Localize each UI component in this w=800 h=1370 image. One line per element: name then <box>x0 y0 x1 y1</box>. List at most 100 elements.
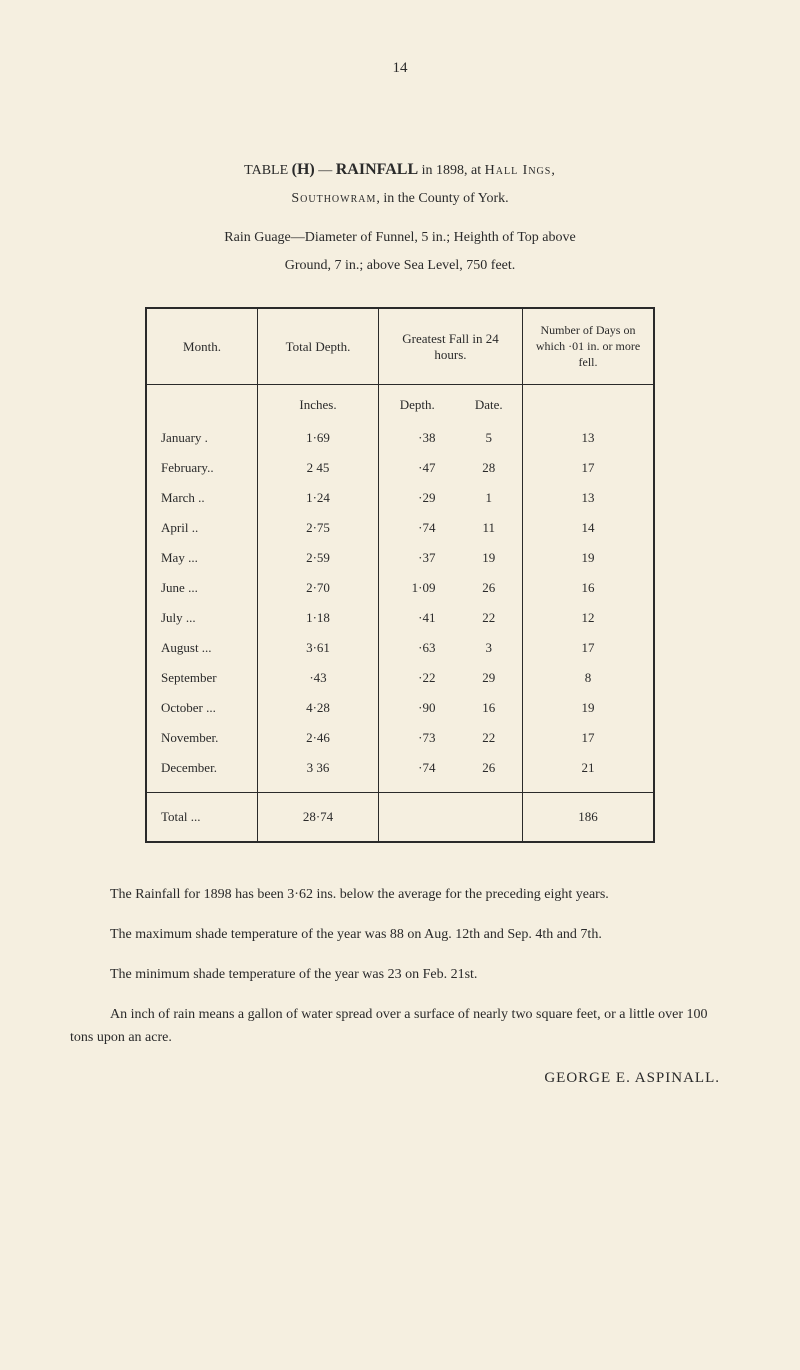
cell-depth: ·73 <box>379 723 456 753</box>
heading-line2-smallcaps: Southowram <box>291 191 376 206</box>
table-row: November. 2·46 ·73 22 17 <box>146 723 654 753</box>
heading-prefix: TABLE <box>244 163 291 178</box>
cell-inches: 4·28 <box>258 693 379 723</box>
cell-month: December. <box>146 753 258 793</box>
paragraph-2: The maximum shade temperature of the yea… <box>70 923 730 947</box>
cell-inches: 2·75 <box>258 513 379 543</box>
header-greatest-fall: Greatest Fall in 24 hours. <box>379 308 523 384</box>
cell-depth: ·63 <box>379 633 456 663</box>
cell-month: May ... <box>146 543 258 573</box>
table-row: August ... 3·61 ·63 3 17 <box>146 633 654 663</box>
paragraph-3: The minimum shade temperature of the yea… <box>70 963 730 987</box>
cell-date: 16 <box>456 693 523 723</box>
cell-date: 28 <box>456 453 523 483</box>
paragraph-1: The Rainfall for 1898 has been 3·62 ins.… <box>70 883 730 907</box>
header-number-days: Number of Days on which ·01 in. or more … <box>523 308 655 384</box>
cell-days: 16 <box>523 573 655 603</box>
cell-depth: ·47 <box>379 453 456 483</box>
table-heading-line1: TABLE (H) — RAINFALL in 1898, at Hall In… <box>70 157 730 183</box>
cell-date: 1 <box>456 483 523 513</box>
cell-days: 17 <box>523 453 655 483</box>
table-heading-line2: Southowram, in the County of York. <box>70 191 730 207</box>
cell-depth: ·38 <box>379 423 456 453</box>
table-subheader-row: Inches. Depth. Date. <box>146 385 654 424</box>
cell-date: 22 <box>456 603 523 633</box>
cell-days: 14 <box>523 513 655 543</box>
cell-inches: 2·59 <box>258 543 379 573</box>
cell-date: 26 <box>456 573 523 603</box>
total-empty2 <box>456 793 523 843</box>
cell-inches: 2·70 <box>258 573 379 603</box>
total-inches: 28·74 <box>258 793 379 843</box>
cell-date: 11 <box>456 513 523 543</box>
heading-bold-h: (H) <box>292 161 315 178</box>
table-row: January . 1·69 ·38 5 13 <box>146 423 654 453</box>
cell-days: 19 <box>523 543 655 573</box>
table-row: October ... 4·28 ·90 16 19 <box>146 693 654 723</box>
signature: GEORGE E. ASPINALL. <box>70 1070 730 1087</box>
cell-inches: 2·46 <box>258 723 379 753</box>
cell-days: 17 <box>523 633 655 663</box>
table-row: May ... 2·59 ·37 19 19 <box>146 543 654 573</box>
table-row: March .. 1·24 ·29 1 13 <box>146 483 654 513</box>
cell-depth: ·74 <box>379 513 456 543</box>
subheader-depth: Depth. <box>379 385 456 424</box>
cell-depth: 1·09 <box>379 573 456 603</box>
subheader-date: Date. <box>456 385 523 424</box>
cell-date: 19 <box>456 543 523 573</box>
cell-depth: ·74 <box>379 753 456 793</box>
table-row: December. 3 36 ·74 26 21 <box>146 753 654 793</box>
cell-inches: ·43 <box>258 663 379 693</box>
cell-month: February.. <box>146 453 258 483</box>
table-row: September ·43 ·22 29 8 <box>146 663 654 693</box>
cell-days: 19 <box>523 693 655 723</box>
cell-days: 12 <box>523 603 655 633</box>
table-header-row: Month. Total Depth. Greatest Fall in 24 … <box>146 308 654 384</box>
cell-inches: 1·69 <box>258 423 379 453</box>
rainfall-table: Month. Total Depth. Greatest Fall in 24 … <box>145 307 655 843</box>
cell-depth: ·37 <box>379 543 456 573</box>
cell-days: 13 <box>523 423 655 453</box>
cell-month: April .. <box>146 513 258 543</box>
cell-inches: 3 36 <box>258 753 379 793</box>
rainfall-table-container: Month. Total Depth. Greatest Fall in 24 … <box>70 307 730 843</box>
table-row: July ... 1·18 ·41 22 12 <box>146 603 654 633</box>
document-page: 14 TABLE (H) — RAINFALL in 1898, at Hall… <box>0 0 800 1127</box>
cell-month: August ... <box>146 633 258 663</box>
cell-date: 26 <box>456 753 523 793</box>
cell-inches: 1·24 <box>258 483 379 513</box>
total-label: Total ... <box>146 793 258 843</box>
cell-date: 22 <box>456 723 523 753</box>
cell-depth: ·22 <box>379 663 456 693</box>
cell-inches: 1·18 <box>258 603 379 633</box>
heading-bold-rainfall: RAINFALL <box>336 161 418 178</box>
subheader-empty <box>146 385 258 424</box>
cell-days: 21 <box>523 753 655 793</box>
cell-month: June ... <box>146 573 258 603</box>
header-total-depth: Total Depth. <box>258 308 379 384</box>
total-days: 186 <box>523 793 655 843</box>
cell-date: 5 <box>456 423 523 453</box>
cell-month: January . <box>146 423 258 453</box>
total-empty1 <box>379 793 456 843</box>
table-row: April .. 2·75 ·74 11 14 <box>146 513 654 543</box>
cell-days: 13 <box>523 483 655 513</box>
cell-inches: 3·61 <box>258 633 379 663</box>
cell-month: July ... <box>146 603 258 633</box>
cell-depth: ·41 <box>379 603 456 633</box>
table-total-row: Total ... 28·74 186 <box>146 793 654 843</box>
cell-days: 8 <box>523 663 655 693</box>
cell-month: October ... <box>146 693 258 723</box>
cell-days: 17 <box>523 723 655 753</box>
table-row: June ... 2·70 1·09 26 16 <box>146 573 654 603</box>
guage-line1: Rain Guage—Diameter of Funnel, 5 in.; He… <box>70 227 730 249</box>
subheader-empty2 <box>523 385 655 424</box>
heading-dash: — <box>315 163 336 178</box>
guage-line2: Ground, 7 in.; above Sea Level, 750 feet… <box>70 255 730 277</box>
cell-month: March .. <box>146 483 258 513</box>
cell-month: September <box>146 663 258 693</box>
cell-depth: ·90 <box>379 693 456 723</box>
subheader-inches: Inches. <box>258 385 379 424</box>
cell-depth: ·29 <box>379 483 456 513</box>
heading-suffix: in 1898, at <box>418 163 485 178</box>
